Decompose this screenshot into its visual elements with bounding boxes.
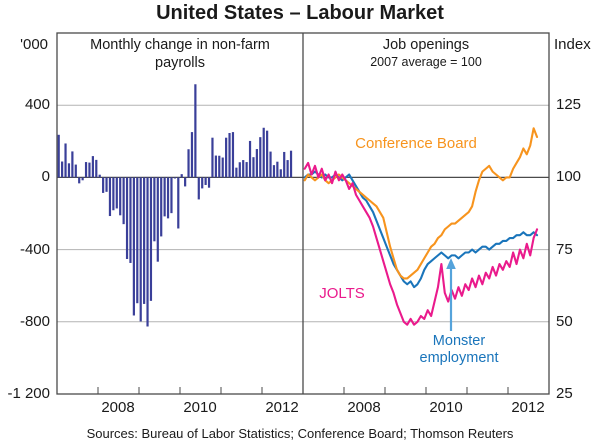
x-axis-label-right-2010: 2010	[429, 399, 463, 416]
right-panel-title: Job openings 2007 average = 100	[303, 36, 549, 71]
monster-label-line1: Monster	[432, 333, 486, 349]
right-axis-unit-label: Index	[554, 36, 591, 53]
right-axis-tick-label: 100	[556, 168, 582, 185]
x-axis-label-right-2008: 2008	[347, 399, 381, 416]
left-panel-title: Monthly change in non-farm payrolls	[57, 36, 303, 72]
right-panel-subtitle: 2007 average = 100	[370, 55, 482, 69]
left-axis-tick-label: -800	[19, 313, 50, 330]
right-axis-tick-label: 125	[556, 96, 582, 113]
left-axis-tick-label: -1 200	[7, 385, 50, 402]
left-panel-title-line1: Monthly change in non-farm	[90, 37, 270, 53]
right-axis-tick-label: 75	[556, 241, 573, 258]
right-panel-title-main: Job openings	[382, 37, 470, 53]
left-axis-tick-label: 0	[41, 168, 50, 185]
left-axis-tick-label: -400	[19, 241, 50, 258]
right-axis-tick-label: 50	[556, 313, 573, 330]
left-axis-tick-label: 400	[24, 96, 50, 113]
right-axis-tick-label: 25	[556, 385, 573, 402]
chart-title: United States – Labour Market	[156, 2, 444, 24]
x-axis-label-left-2012: 2012	[265, 399, 299, 416]
left-panel-title-line2: payrolls	[155, 55, 205, 71]
source-note: Sources: Bureau of Labor Statistics; Con…	[86, 426, 514, 441]
monster-employment-series-label: Monster employment	[394, 333, 524, 367]
jolts-series-label: JOLTS	[319, 285, 365, 302]
monster-label-line2: employment	[419, 350, 499, 366]
left-axis-unit-label: '000	[20, 36, 48, 53]
x-axis-label-right-2012: 2012	[511, 399, 545, 416]
conference-board-series-label: Conference Board	[355, 135, 477, 152]
x-axis-label-left-2010: 2010	[183, 399, 217, 416]
x-axis-label-left-2008: 2008	[101, 399, 135, 416]
